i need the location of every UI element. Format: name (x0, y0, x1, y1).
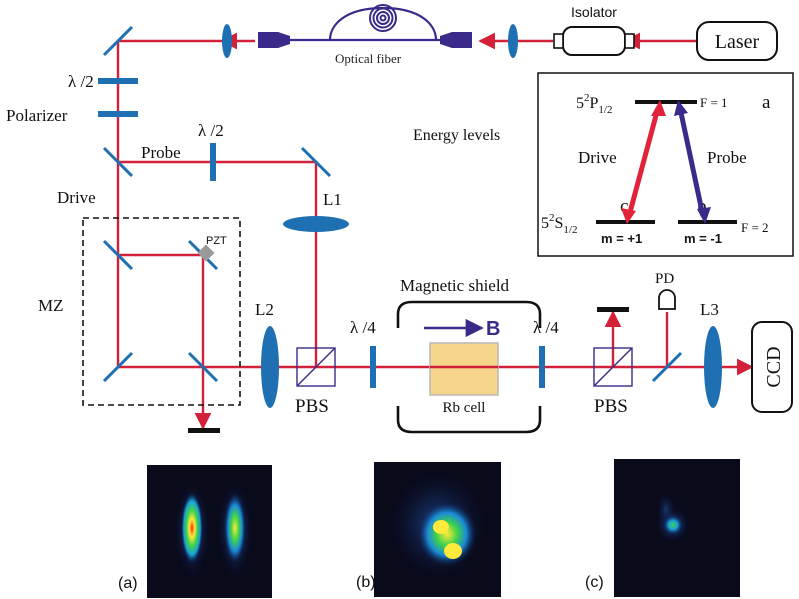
panel-b-spot (417, 501, 477, 567)
panel-c-spot (663, 515, 683, 535)
probe-transition-label: Probe (707, 148, 747, 167)
lambda2-top-label: λ /2 (68, 72, 94, 91)
rb-cell (429, 342, 499, 396)
drive-arrowhead-down (621, 208, 636, 224)
isolator-port-right (624, 33, 635, 49)
probe-arrowhead-down (697, 207, 711, 224)
l3-label: L3 (700, 300, 719, 319)
pzt-label: PZT (206, 235, 227, 247)
magnetic-shield-label: Magnetic shield (400, 276, 510, 295)
ccd-label: CCD (763, 346, 785, 387)
panel-c-label: (c) (585, 574, 604, 591)
rb-cell-label: Rb cell (443, 400, 486, 416)
mz-interferometer-box (82, 217, 241, 406)
f-lower-label: F = 2 (741, 220, 769, 235)
panel-b-hotspot-2 (444, 543, 462, 559)
optical-fiber: Optical fiber (258, 4, 472, 66)
fiber-coupler-right (440, 32, 472, 48)
isolator-body (562, 26, 626, 56)
pzt-element (197, 244, 215, 262)
drive-arrowhead-up (651, 100, 666, 116)
l1-label: L1 (323, 190, 342, 209)
panel-b-label: (b) (356, 574, 376, 591)
fiber-coil-3 (376, 11, 390, 25)
mz-label: MZ (38, 296, 64, 315)
mirror-pd-pickoff (651, 351, 683, 383)
drive-beam-label: Drive (57, 188, 96, 207)
pbs-left (296, 347, 336, 387)
panel-b: (b) (356, 462, 501, 597)
lens-top-right (508, 24, 518, 58)
mirror-probe-split (102, 146, 134, 178)
ccd-camera (751, 321, 793, 413)
drive-transition-line (626, 107, 661, 217)
mirror-mz-bl (102, 351, 134, 383)
polarizer-element (98, 111, 138, 117)
fiber-coil-2 (372, 7, 394, 29)
pbs-right-label: PBS (594, 396, 628, 417)
panel-a-label: (a) (118, 575, 138, 592)
lens-l1 (283, 216, 349, 232)
fiber-coil-4 (379, 14, 387, 22)
half-wave-plate-top (98, 78, 138, 84)
lambda2-probe-label: λ /2 (198, 121, 224, 140)
magnetic-shield-bottom (396, 406, 542, 434)
lens-l2 (261, 326, 279, 408)
panel-b-hotspot-1 (433, 520, 449, 534)
mirror-probe-turn (300, 146, 332, 178)
fiber-coupler-left (258, 32, 290, 48)
panel-a-lobe-right (224, 492, 246, 564)
b-field-label: B (486, 318, 500, 340)
pd-label: PD (655, 271, 674, 287)
f-upper-label: F = 1 (700, 95, 728, 110)
probe-arrowhead-up (674, 100, 688, 116)
photodiode (658, 289, 676, 310)
magnetic-shield-top (396, 300, 542, 328)
laser-box (696, 21, 778, 61)
half-wave-plate-probe (210, 143, 216, 181)
m-minus-label: m = -1 (684, 231, 722, 246)
drive-transition-label: Drive (578, 148, 617, 167)
fiber-coil-1 (369, 4, 397, 32)
m-plus-label: m = +1 (601, 231, 642, 246)
quarter-wave-plate-right (539, 346, 545, 388)
beam-dump-mz (188, 428, 220, 433)
optical-fiber-label: Optical fiber (335, 51, 402, 66)
pbs-left-label: PBS (295, 396, 329, 417)
mirror-top-left (102, 25, 134, 57)
lambda4-right-label: λ /4 (533, 318, 559, 337)
isolator-port-left (553, 33, 564, 49)
energy-level-inset: Energy levels 52P1/2 52S1/2 F = 1 F = 2 … (413, 72, 794, 257)
probe-transition-line (677, 107, 706, 217)
lens-top-left (222, 24, 232, 58)
laser-label: Laser (715, 31, 760, 53)
laser: Laser (696, 21, 778, 61)
pbs-right (593, 347, 633, 387)
mirror-mz-tl (102, 239, 134, 271)
energy-levels-title: Energy levels (413, 127, 500, 144)
l2-label: L2 (255, 300, 274, 319)
probe-beam-label: Probe (141, 143, 181, 162)
panel-c: (c) (585, 459, 740, 597)
state-c-label: c (620, 196, 628, 217)
lower-level-label: 52S1/2 (541, 212, 577, 236)
state-a-label: a (762, 92, 771, 113)
isolator: Isolator (553, 4, 635, 56)
lens-l3 (704, 326, 722, 408)
beam-dump-pbs (597, 307, 629, 312)
mirror-mz-br (187, 351, 219, 383)
lambda4-left-label: λ /4 (350, 318, 376, 337)
isolator-label: Isolator (571, 4, 617, 20)
upper-level-label: 52P1/2 (576, 92, 612, 116)
polarizer-label: Polarizer (6, 106, 68, 125)
panel-a: (a) (118, 465, 272, 598)
quarter-wave-plate-left (370, 346, 376, 388)
panel-a-lobe-left (181, 492, 203, 564)
